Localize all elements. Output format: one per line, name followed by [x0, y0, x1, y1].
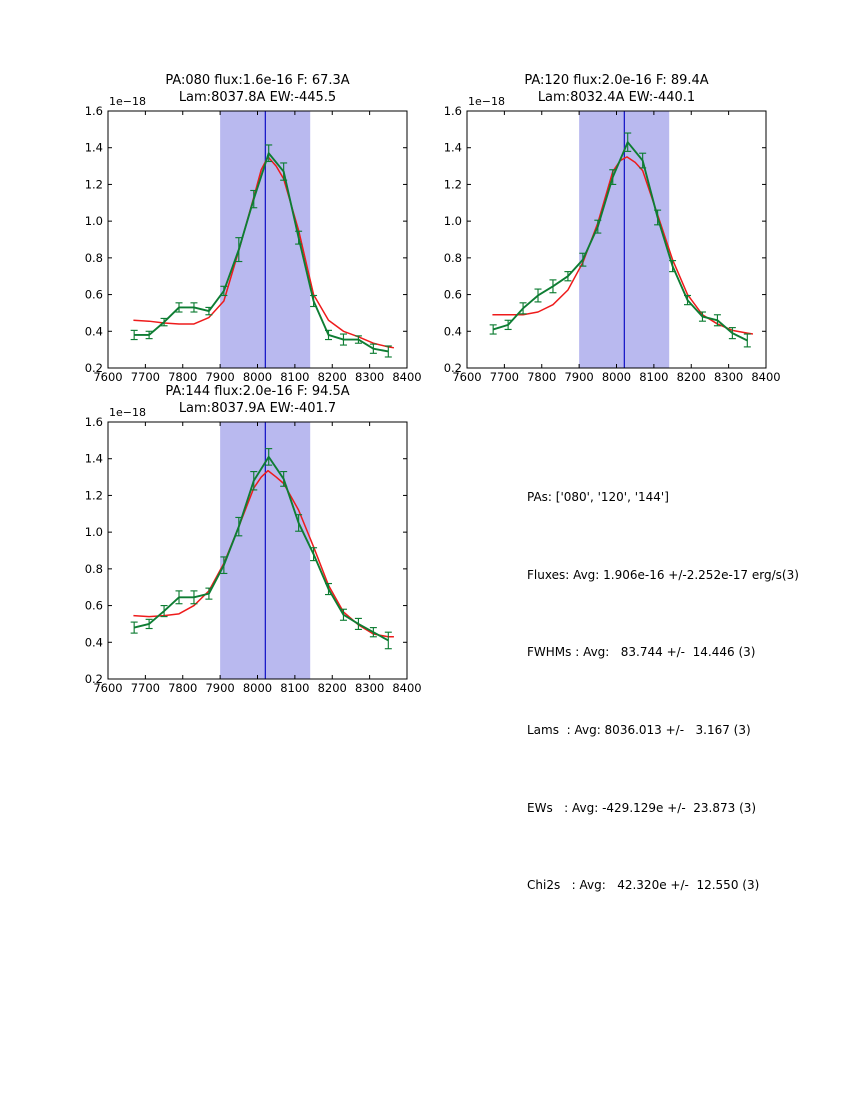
- x-tick-label: 7700: [131, 681, 160, 695]
- y-tick-label: 0.8: [85, 251, 103, 265]
- x-tick-label: 8300: [355, 370, 384, 384]
- x-tick-label: 8400: [392, 681, 421, 695]
- y-ticks: [467, 110, 766, 369]
- subplot-pa144: PA:144 flux:2.0e-16 F: 94.5A Lam:8037.9A…: [60, 379, 450, 706]
- x-tick-label: 7800: [527, 370, 556, 384]
- y-tick-label: 1.6: [444, 104, 462, 118]
- y-axis-offset-label: 1e−18: [468, 95, 505, 108]
- y-tick-label: 1.0: [444, 214, 462, 228]
- y-tick-label: 1.4: [85, 452, 103, 466]
- y-tick-label: 1.0: [85, 214, 103, 228]
- y-tick-label: 0.6: [444, 288, 462, 302]
- x-tick-label: 8000: [243, 681, 272, 695]
- y-axis-offset-label: 1e−18: [109, 95, 146, 108]
- stats-line-fwhms: FWHMs : Avg: 83.744 +/- 14.446 (3): [527, 645, 756, 660]
- axes-plot-pa144: 7600 7700 7800 7900 8000 8100 8200 8300 8400 0.2 0…: [85, 415, 422, 695]
- y-tick-label: 1.4: [85, 141, 103, 155]
- plot-title-line1: PA:144 flux:2.0e-16 F: 94.5A: [165, 384, 350, 399]
- fit-curve: [492, 156, 754, 335]
- plot-title-line2: Lam:8032.4A EW:-440.1: [537, 90, 696, 105]
- y-tick-label: 1.4: [444, 141, 462, 155]
- x-tick-label: 8300: [355, 681, 384, 695]
- y-ticks: [108, 421, 407, 680]
- y-tick-label: 0.2: [85, 361, 103, 375]
- stats-line-pas: PAs: ['080', '120', '144']: [527, 489, 669, 504]
- x-tick-label: 7700: [131, 370, 160, 384]
- x-tick-label: 8200: [677, 370, 706, 384]
- x-tick-label: 7700: [490, 370, 519, 384]
- x-ticks: [107, 422, 408, 679]
- y-tick-label: 1.0: [85, 525, 103, 539]
- y-tick-label: 0.4: [85, 635, 103, 649]
- y-tick-label: 0.8: [85, 562, 103, 576]
- x-tick-label: 8100: [280, 370, 309, 384]
- x-tick-label: 8200: [318, 681, 347, 695]
- y-tick-label: 1.2: [85, 177, 103, 191]
- axes-plot-pa120: 7600 7700 7800 7900 8000 8100 8200 8300 8400 0.2 0…: [444, 104, 781, 384]
- error-bars: [130, 144, 392, 358]
- x-tick-label: 7800: [168, 370, 197, 384]
- y-tick-label: 0.2: [85, 672, 103, 686]
- y-axis-offset-label: 1e−18: [109, 406, 146, 419]
- x-tick-label: 7600: [93, 370, 122, 384]
- stats-panel: PAs: ['080', '120', '144'] Fluxes: Avg: …: [527, 433, 847, 925]
- stats-line-chi2s: Chi2s : Avg: 42.320e +/- 12.550 (3): [527, 878, 760, 893]
- y-tick-label: 0.6: [85, 599, 103, 613]
- y-tick-label: 0.2: [444, 361, 462, 375]
- x-tick-label: 8100: [639, 370, 668, 384]
- error-bars: [130, 448, 392, 650]
- x-tick-label: 7900: [205, 681, 234, 695]
- y-tick-label: 1.6: [85, 415, 103, 429]
- plot-title-line1: PA:120 flux:2.0e-16 F: 89.4A: [524, 73, 709, 88]
- stats-line-fluxes: Fluxes: Avg: 1.906e-16 +/-2.252e-17 erg/…: [527, 567, 799, 582]
- y-tick-label: 0.8: [444, 251, 462, 265]
- data-curve: [134, 152, 389, 353]
- error-bars: [489, 132, 751, 348]
- x-tick-label: 8000: [602, 370, 631, 384]
- plot-title-line1: PA:080 flux:1.6e-16 F: 67.3A: [165, 73, 350, 88]
- y-ticks: [108, 110, 407, 369]
- data-curve: [492, 141, 748, 342]
- x-tick-label: 7900: [564, 370, 593, 384]
- y-tick-label: 1.2: [444, 177, 462, 191]
- x-tick-label: 8200: [318, 370, 347, 384]
- y-tick-label: 0.6: [85, 288, 103, 302]
- stats-line-ews: EWs : Avg: -429.129e +/- 23.873 (3): [527, 800, 757, 815]
- subplot-pa120: PA:120 flux:2.0e-16 F: 89.4A Lam:8032.4A…: [419, 68, 809, 395]
- x-tick-label: 8000: [243, 370, 272, 384]
- y-tick-label: 0.4: [85, 324, 103, 338]
- x-tick-label: 8400: [751, 370, 780, 384]
- subplot-pa080: PA:080 flux:1.6e-16 F: 67.3A Lam:8037.8A…: [60, 68, 450, 395]
- x-tick-label: 7900: [205, 370, 234, 384]
- y-tick-label: 1.2: [85, 488, 103, 502]
- y-tick-label: 0.4: [444, 324, 462, 338]
- x-ticks: [107, 111, 408, 368]
- x-tick-label: 7600: [452, 370, 481, 384]
- y-tick-label: 1.6: [85, 104, 103, 118]
- stats-line-lams: Lams : Avg: 8036.013 +/- 3.167 (3): [527, 722, 751, 737]
- plot-title-line2: Lam:8037.8A EW:-445.5: [178, 90, 337, 105]
- x-tick-label: 7800: [168, 681, 197, 695]
- x-tick-label: 8400: [392, 370, 421, 384]
- axes-plot-pa080: 7600 7700 7800 7900 8000 8100 8200 8300 8400 0.2 0…: [85, 104, 422, 384]
- x-tick-label: 8100: [280, 681, 309, 695]
- x-tick-label: 8300: [714, 370, 743, 384]
- x-tick-label: 7600: [93, 681, 122, 695]
- plot-title-line2: Lam:8037.9A EW:-401.7: [178, 401, 337, 416]
- x-ticks: [466, 111, 767, 368]
- data-curve: [133, 455, 389, 642]
